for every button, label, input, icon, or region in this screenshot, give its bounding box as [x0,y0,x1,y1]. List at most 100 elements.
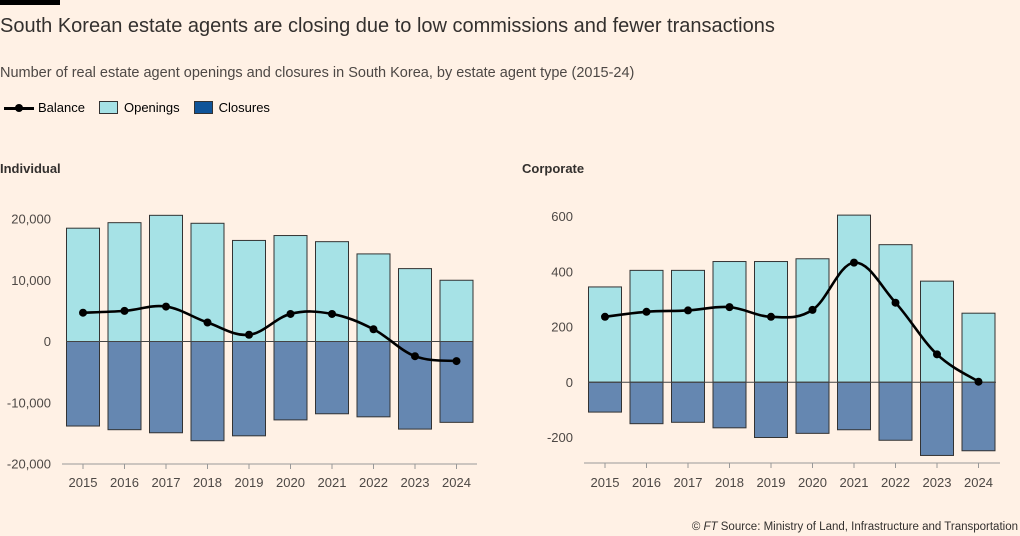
ft-credit: FT [703,521,718,533]
x-tick-label: 2020 [798,475,827,490]
openings-swatch-icon [98,101,118,114]
balance-line [604,261,980,383]
closures-bar [754,381,788,438]
legend-item-closures: Closures [193,100,270,115]
balance-point [203,318,212,327]
source-text: Source: Ministry of Land, Infrastructure… [717,521,1018,533]
x-tick-label: 2016 [110,475,139,490]
closures-bar [273,341,308,421]
x-tick-label: 2015 [591,475,620,490]
brand-bar [0,0,60,5]
balance-point [974,377,983,386]
openings-bar [629,269,664,383]
openings-bar [712,261,747,383]
source-note: © FT Source: Ministry of Land, Infrastru… [692,521,1018,533]
x-tick-label: 2024 [442,475,471,490]
y-tick-label: 200 [551,320,573,335]
balance-point [286,309,295,318]
closures-bar [712,381,747,429]
y-tick-label: -10,000 [7,395,51,410]
balance-point [162,302,170,311]
credit-symbol: © [691,521,704,533]
openings-bar [398,268,432,342]
closures-bar [107,341,142,431]
y-tick-label: 10,000 [11,273,51,288]
legend-item-balance: Balance [4,100,85,115]
x-tick-label: 2022 [881,475,910,490]
closures-bar [439,341,474,423]
balance-point [79,308,87,317]
balance-point [684,306,692,315]
balance-point [411,352,419,361]
balance-point [891,298,900,307]
closures-bar [588,381,622,413]
x-tick-label: 2024 [964,475,993,490]
legend-label-openings: Openings [123,100,180,115]
openings-bar [671,269,705,383]
x-tick-label: 2021 [318,475,347,490]
balance-point [808,305,817,314]
balance-point [767,312,775,321]
closures-bar [190,341,225,442]
x-tick-label: 2018 [193,475,222,490]
closures-bar [795,381,830,434]
closures-bar [920,381,954,456]
y-tick-label: 20,000 [11,212,51,227]
balance-point [120,306,129,315]
closures-bar [629,381,664,425]
x-tick-label: 2019 [235,475,264,490]
y-tick-label: -20,000 [7,457,51,472]
x-tick-label: 2021 [840,475,869,490]
panel-title: Corporate [522,161,584,176]
x-tick-label: 2015 [69,475,98,490]
balance-point [245,330,253,339]
balance-point [601,312,609,321]
x-tick-label: 2016 [632,475,661,490]
chart-subtitle: Number of real estate agent openings and… [0,65,635,81]
balance-point [725,303,734,312]
openings-bar [439,279,474,342]
closures-bar [961,381,996,452]
legend-item-openings: Openings [98,100,180,115]
openings-bar [315,241,349,343]
balance-point [933,350,941,359]
balance-point [328,309,336,318]
y-tick-label: 400 [551,264,573,279]
openings-bar [795,258,830,383]
closures-swatch-icon [193,101,213,114]
balance-line [82,304,457,363]
openings-bar [878,244,913,383]
chart-panel-individual: Individual 20,000 10,000 0 -10,000 -20,000 201… [0,161,477,490]
balance-line-key-icon [4,102,34,114]
x-tick-label: 2023 [923,475,952,490]
panel-title: Individual [0,161,61,176]
x-tick-label: 2017 [152,475,181,490]
openings-bar [837,214,871,383]
balance-point [850,258,858,267]
x-tick-label: 2018 [715,475,744,490]
chart-title: South Korean estate agents are closing d… [0,15,775,37]
closures-bar [356,341,391,418]
y-tick-label: -200 [547,430,573,445]
y-tick-label: 0 [566,375,573,390]
legend-label-balance: Balance [38,100,85,115]
balance-point [452,357,461,366]
openings-bar [232,239,266,342]
closures-bar [671,381,705,423]
closures-bar [66,341,100,427]
openings-bar [107,222,142,342]
balance-point [642,307,651,316]
legend: Balance Openings Closures [4,100,284,115]
chart-panel-corporate: Corporate 600 400 200 0 -200 2015 2016 2017 2018 2… [522,161,1000,490]
openings-bar [754,261,788,383]
closures-bar [315,341,349,415]
closures-bar [837,381,871,431]
openings-bar [588,286,622,383]
balance-point [369,325,378,334]
legend-label-closures: Closures [218,100,270,115]
x-tick-label: 2023 [401,475,430,490]
openings-bar [149,214,183,342]
y-tick-label: 600 [551,209,573,224]
x-tick-label: 2017 [674,475,703,490]
